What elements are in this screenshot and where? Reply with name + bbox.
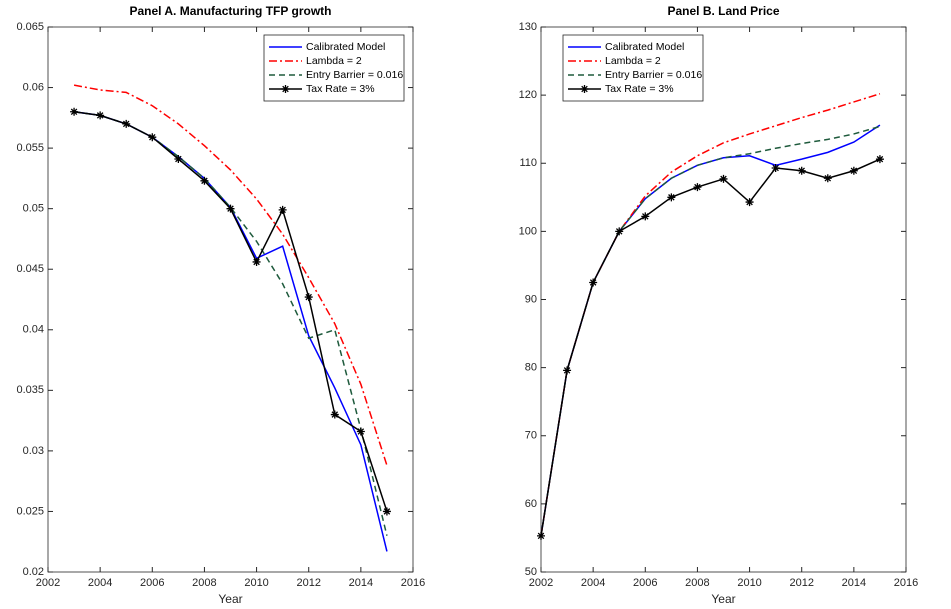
marker [771, 164, 780, 173]
marker [537, 531, 545, 540]
legend-label: Entry Barrier = 0.016 [306, 69, 403, 81]
x-tick-label: 2012 [789, 577, 813, 589]
y-tick-label: 70 [525, 430, 537, 442]
y-tick-label: 0.06 [23, 81, 44, 93]
marker [174, 155, 183, 164]
legend-label: Tax Rate = 3% [306, 83, 375, 95]
y-tick-label: 0.04 [23, 324, 44, 336]
line [540, 158, 881, 537]
y-tick-label: 0.035 [16, 384, 44, 396]
marker [693, 183, 702, 192]
y-tick-label: 90 [525, 293, 537, 305]
y-tick-label: 0.02 [23, 566, 44, 578]
chart-title: Panel A. Manufacturing TFP growth [129, 4, 331, 18]
y-tick-label: 120 [519, 89, 537, 101]
x-tick-label: 2016 [401, 577, 425, 589]
marker [252, 257, 261, 266]
x-tick-label: 2006 [140, 577, 164, 589]
marker [96, 111, 105, 120]
x-tick-label: 2016 [894, 577, 918, 589]
y-tick-label: 100 [519, 225, 537, 237]
marker [148, 133, 157, 142]
x-tick-label: 2006 [633, 577, 657, 589]
x-axis-label: Year [218, 592, 242, 606]
x-tick-label: 2010 [244, 577, 268, 589]
marker [745, 198, 754, 207]
legend-marker [580, 85, 589, 93]
marker [122, 119, 131, 128]
marker [563, 366, 572, 375]
marker [278, 205, 287, 214]
marker [356, 427, 365, 436]
marker [330, 410, 339, 419]
marker [382, 507, 391, 516]
chart-title: Panel B. Land Price [667, 4, 779, 18]
line [540, 125, 881, 537]
legend-label: Lambda = 2 [306, 55, 362, 67]
y-tick-label: 60 [525, 498, 537, 510]
x-tick-label: 2002 [36, 577, 60, 589]
x-tick-label: 2004 [88, 577, 112, 589]
y-tick-label: 0.025 [16, 505, 44, 517]
x-tick-label: 2012 [296, 577, 320, 589]
line [73, 84, 388, 466]
x-tick-label: 2014 [349, 577, 373, 589]
legend-label: Lambda = 2 [605, 55, 661, 67]
marker [719, 174, 728, 183]
marker [849, 166, 858, 175]
marker [70, 107, 79, 116]
y-tick-label: 0.055 [16, 142, 44, 154]
x-tick-label: 2010 [737, 577, 761, 589]
legend-label: Tax Rate = 3% [605, 83, 674, 95]
x-tick-label: 2008 [192, 577, 216, 589]
y-tick-label: 110 [519, 157, 537, 169]
legend-marker [281, 85, 290, 93]
y-tick-label: 130 [519, 21, 537, 33]
marker [589, 278, 598, 287]
marker [615, 227, 624, 236]
y-tick-label: 0.045 [16, 263, 44, 275]
marker [641, 212, 650, 221]
y-tick-label: 0.03 [23, 445, 44, 457]
marker [667, 193, 676, 202]
y-tick-label: 80 [525, 362, 537, 374]
x-tick-label: 2004 [581, 577, 605, 589]
marker [797, 166, 806, 175]
y-tick-label: 50 [525, 566, 537, 578]
plot-area [47, 26, 414, 573]
marker [304, 293, 313, 302]
x-tick-label: 2002 [529, 577, 553, 589]
x-axis-label: Year [711, 592, 735, 606]
y-tick-label: 0.065 [16, 21, 44, 33]
x-tick-label: 2014 [842, 577, 866, 589]
marker [875, 155, 884, 164]
marker [823, 174, 832, 183]
x-tick-label: 2008 [685, 577, 709, 589]
plot-area [540, 26, 907, 573]
legend-label: Calibrated Model [605, 41, 684, 53]
marker [200, 176, 209, 185]
legend-label: Calibrated Model [306, 41, 385, 53]
y-tick-label: 0.05 [23, 203, 44, 215]
marker [226, 204, 235, 213]
legend-label: Entry Barrier = 0.016 [605, 69, 702, 81]
